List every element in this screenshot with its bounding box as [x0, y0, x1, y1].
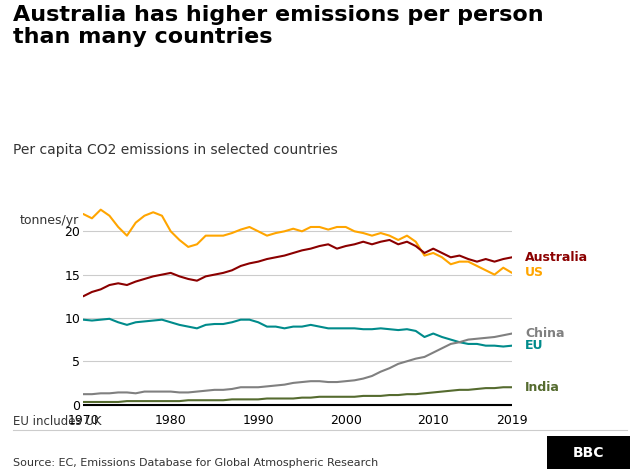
- Text: Australia: Australia: [525, 251, 588, 264]
- Text: US: US: [525, 266, 544, 279]
- Text: India: India: [525, 381, 560, 394]
- Text: Australia has higher emissions per person
than many countries: Australia has higher emissions per perso…: [13, 5, 543, 47]
- Text: Per capita CO2 emissions in selected countries: Per capita CO2 emissions in selected cou…: [13, 143, 337, 157]
- Text: EU: EU: [525, 339, 543, 352]
- Text: tonnes/yr: tonnes/yr: [20, 214, 79, 227]
- Text: Source: EC, Emissions Database for Global Atmospheric Research: Source: EC, Emissions Database for Globa…: [13, 458, 378, 468]
- Text: EU includes UK: EU includes UK: [13, 415, 101, 428]
- Text: BBC: BBC: [573, 446, 605, 460]
- Text: China: China: [525, 327, 564, 340]
